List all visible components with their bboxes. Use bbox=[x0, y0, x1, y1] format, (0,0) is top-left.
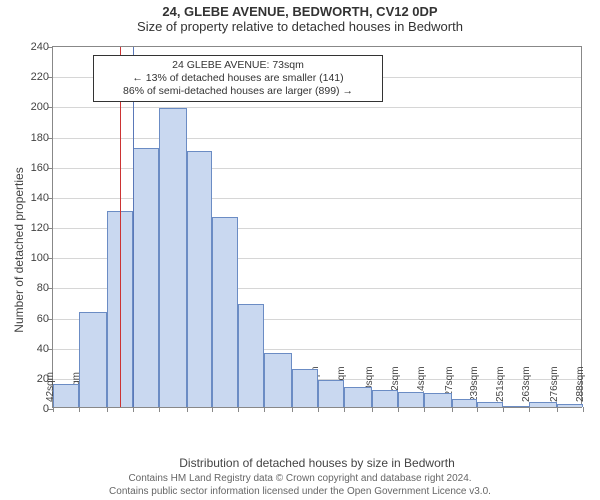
xtick-mark bbox=[79, 407, 80, 412]
histogram-bar bbox=[477, 402, 503, 407]
xtick-mark bbox=[452, 407, 453, 412]
xtick-mark bbox=[477, 407, 478, 412]
xtick-mark bbox=[264, 407, 265, 412]
page-title: 24, GLEBE AVENUE, BEDWORTH, CV12 0DP bbox=[0, 0, 600, 19]
ytick-label: 220 bbox=[31, 71, 53, 83]
y-axis-label: Number of detached properties bbox=[12, 167, 26, 332]
annotation-line: 86% of semi-detached houses are larger (… bbox=[100, 85, 376, 98]
annotation-line: 24 GLEBE AVENUE: 73sqm bbox=[100, 59, 376, 72]
xtick-mark bbox=[212, 407, 213, 412]
histogram-bar bbox=[264, 353, 292, 407]
ytick-label: 240 bbox=[31, 41, 53, 53]
chart-container: 24, GLEBE AVENUE, BEDWORTH, CV12 0DP Siz… bbox=[0, 0, 600, 500]
ytick-label: 120 bbox=[31, 222, 53, 234]
page-subtitle: Size of property relative to detached ho… bbox=[0, 19, 600, 38]
xtick-mark bbox=[53, 407, 54, 412]
histogram-bar bbox=[503, 406, 529, 407]
xtick-mark bbox=[238, 407, 239, 412]
xtick-mark bbox=[292, 407, 293, 412]
plot-area: 02040608010012014016018020022024042sqm54… bbox=[52, 46, 582, 408]
histogram-bar bbox=[344, 387, 372, 407]
histogram-bar bbox=[159, 108, 187, 407]
histogram-bar bbox=[238, 304, 264, 407]
ytick-label: 180 bbox=[31, 132, 53, 144]
footnote: Contains HM Land Registry data © Crown c… bbox=[0, 473, 600, 498]
ytick-label: 160 bbox=[31, 162, 53, 174]
histogram-bar bbox=[133, 148, 159, 407]
histogram-bar bbox=[452, 399, 478, 407]
histogram-bar bbox=[292, 369, 318, 407]
footnote-line-1: Contains HM Land Registry data © Crown c… bbox=[0, 473, 600, 486]
histogram-bar bbox=[424, 393, 452, 407]
xtick-mark bbox=[133, 407, 134, 412]
xtick-mark bbox=[107, 407, 108, 412]
xtick-label: 276sqm bbox=[549, 366, 563, 407]
ytick-label: 40 bbox=[37, 343, 53, 355]
histogram-bar bbox=[79, 312, 107, 407]
xtick-mark bbox=[344, 407, 345, 412]
histogram-bar bbox=[557, 404, 583, 407]
xtick-mark bbox=[187, 407, 188, 412]
annotation-box: 24 GLEBE AVENUE: 73sqm← 13% of detached … bbox=[93, 55, 383, 102]
annotation-line: ← 13% of detached houses are smaller (14… bbox=[100, 72, 376, 85]
ytick-label: 200 bbox=[31, 101, 53, 113]
histogram-bar bbox=[372, 390, 398, 407]
histogram-bar bbox=[398, 392, 424, 407]
ytick-label: 80 bbox=[37, 282, 53, 294]
ytick-label: 60 bbox=[37, 313, 53, 325]
xtick-label: 263sqm bbox=[521, 366, 535, 407]
xtick-mark bbox=[583, 407, 584, 412]
ytick-label: 140 bbox=[31, 192, 53, 204]
histogram-bar bbox=[212, 217, 238, 407]
xtick-mark bbox=[372, 407, 373, 412]
ytick-label: 100 bbox=[31, 252, 53, 264]
histogram-bar bbox=[53, 384, 79, 407]
xtick-mark bbox=[398, 407, 399, 412]
xtick-mark bbox=[557, 407, 558, 412]
x-axis-label: Distribution of detached houses by size … bbox=[52, 456, 582, 470]
histogram-bar bbox=[318, 380, 344, 407]
histogram-bar bbox=[529, 402, 557, 407]
xtick-label: 288sqm bbox=[575, 366, 589, 407]
xtick-mark bbox=[424, 407, 425, 412]
xtick-mark bbox=[503, 407, 504, 412]
xtick-label: 251sqm bbox=[495, 366, 509, 407]
histogram-bar bbox=[187, 151, 213, 407]
xtick-mark bbox=[529, 407, 530, 412]
plot-wrapper: 02040608010012014016018020022024042sqm54… bbox=[52, 46, 582, 408]
xtick-mark bbox=[318, 407, 319, 412]
xtick-mark bbox=[159, 407, 160, 412]
footnote-line-2: Contains public sector information licen… bbox=[0, 486, 600, 499]
